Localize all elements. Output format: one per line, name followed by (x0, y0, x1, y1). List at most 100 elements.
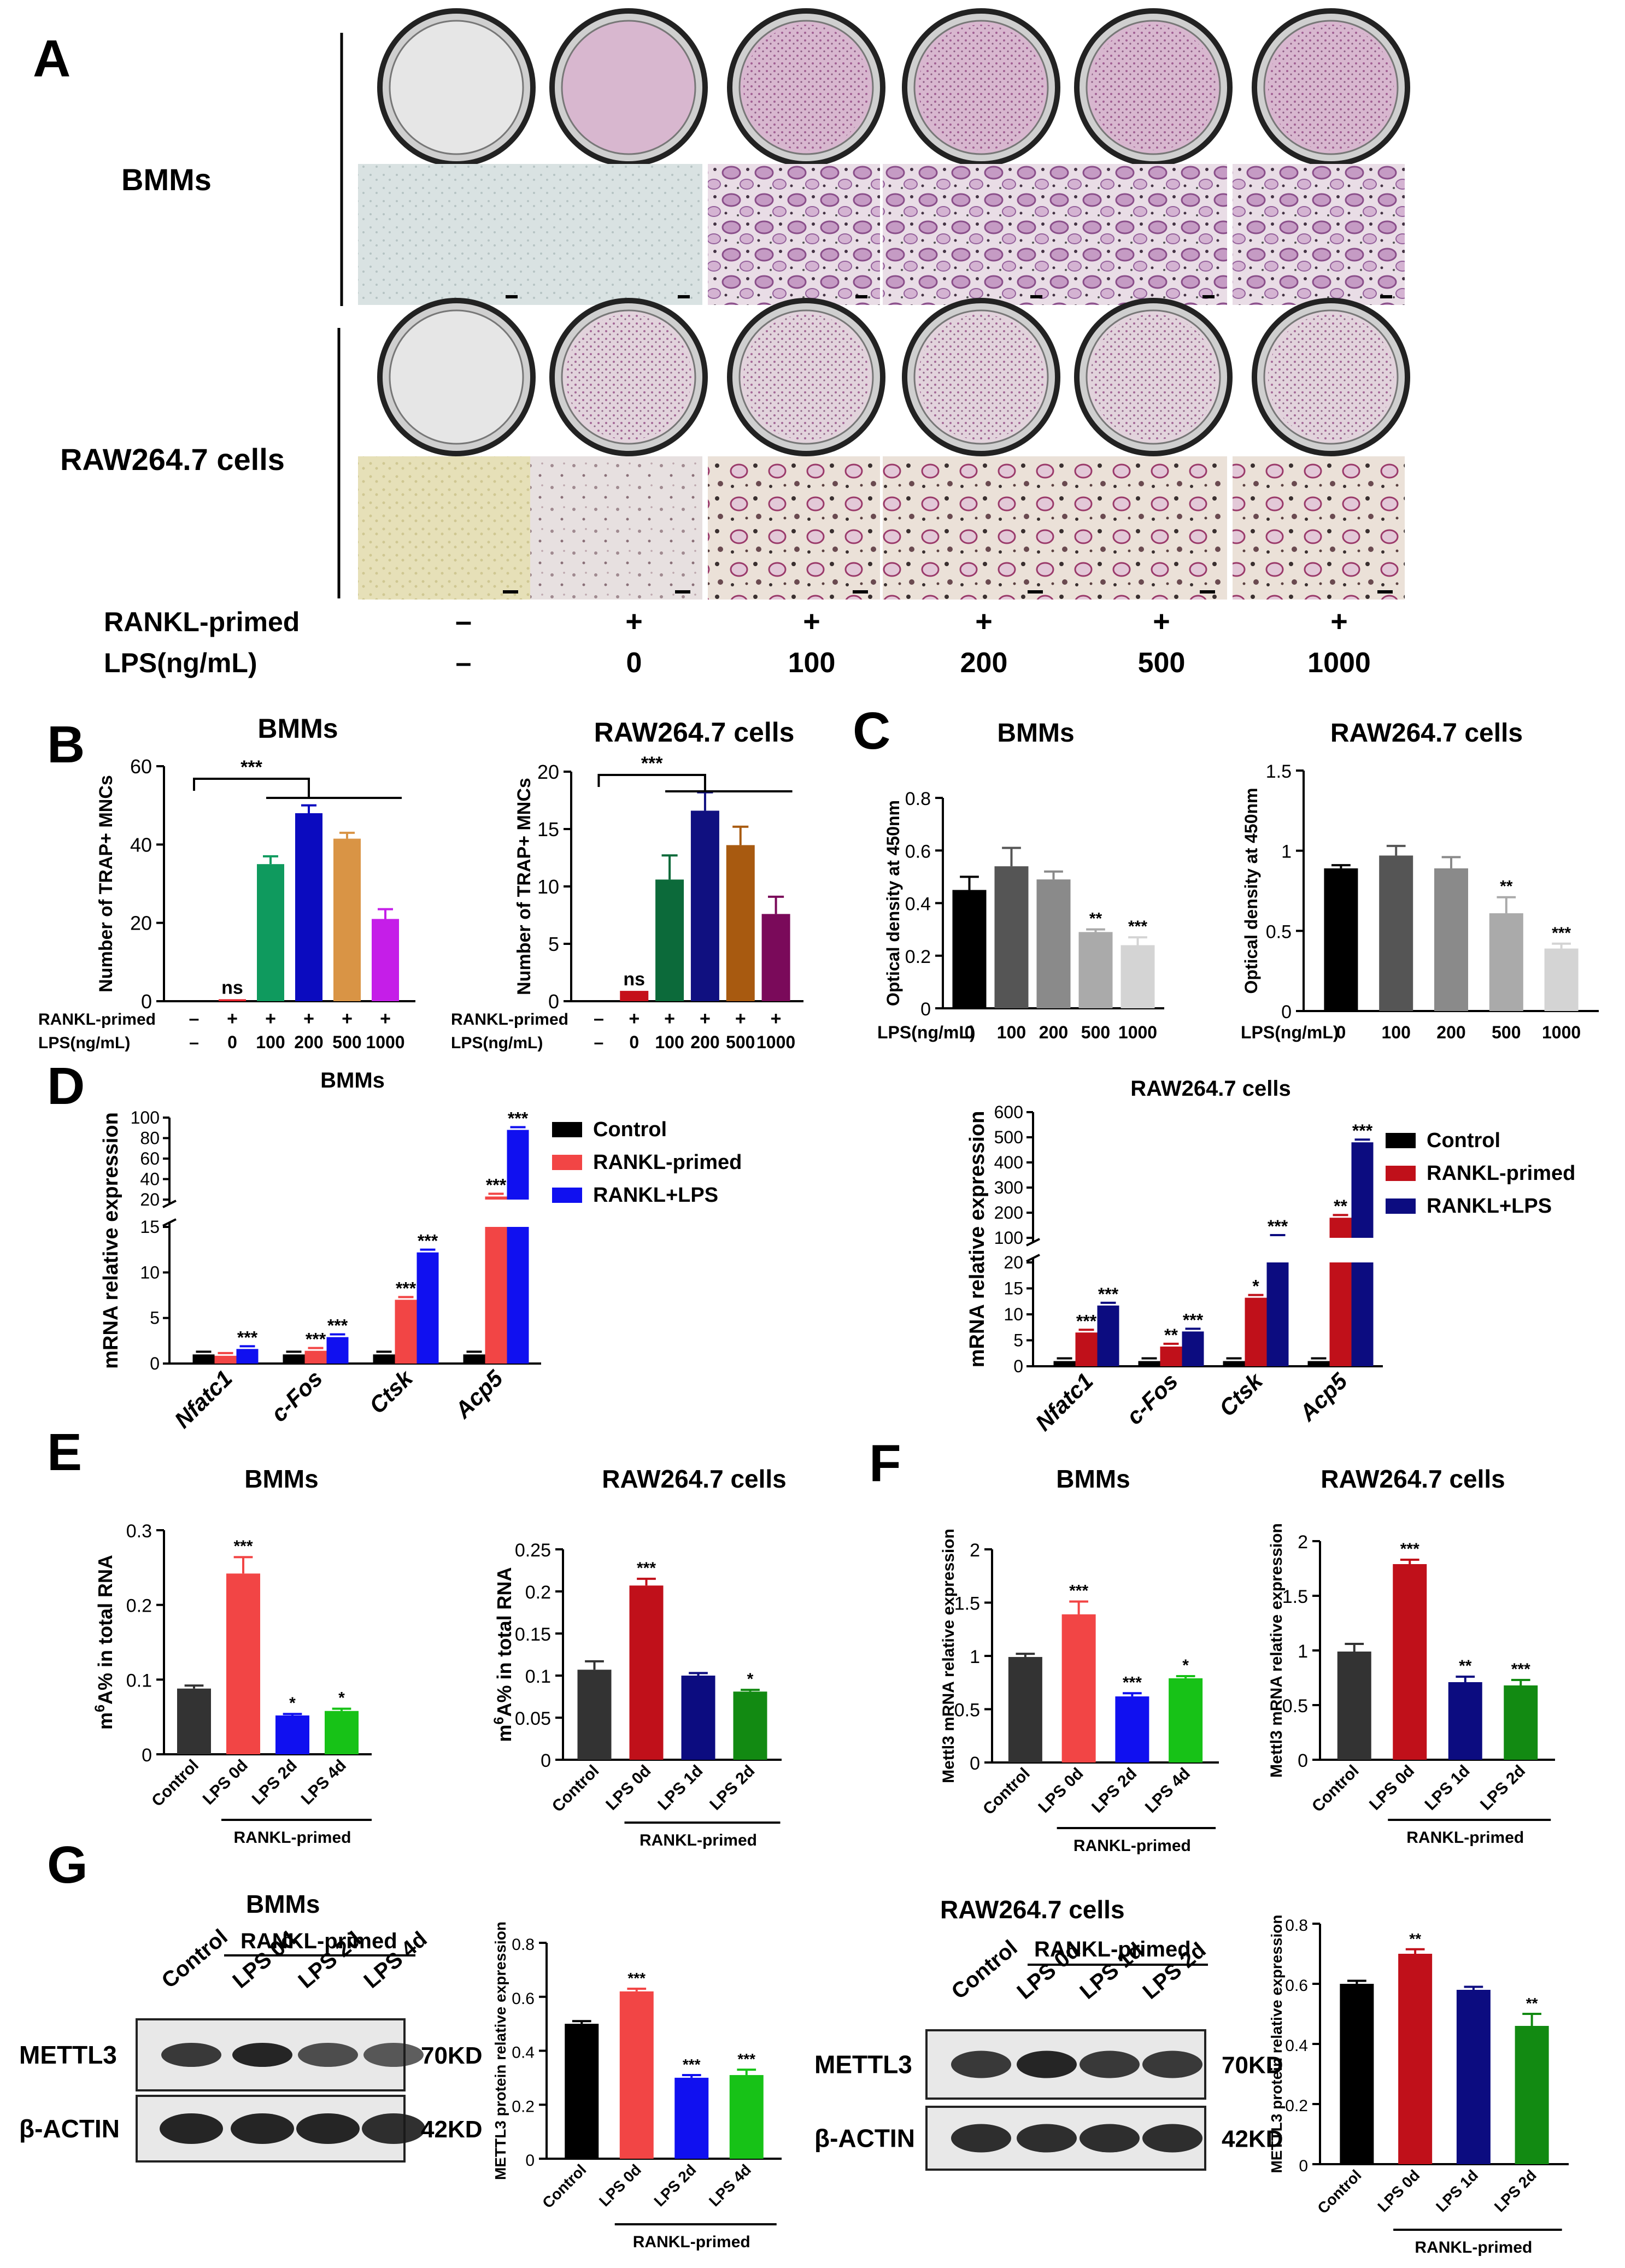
chart-title: RAW264.7 cells (1321, 1465, 1505, 1493)
bar (295, 813, 322, 1001)
bar (1138, 1361, 1160, 1366)
y-tick-label: 1 (1281, 842, 1292, 862)
bar (275, 1715, 309, 1754)
bar (1115, 1696, 1149, 1762)
axis-break (1026, 1238, 1040, 1247)
chart-title: BMMs (320, 1068, 385, 1092)
rankl-mark: – (455, 605, 472, 638)
significance-mark: *** (637, 1559, 656, 1577)
y-tick-label: 0 (1298, 1750, 1308, 1771)
bar (1223, 1361, 1245, 1366)
x-category-label: LPS 4d (706, 2161, 754, 2210)
x-category-label: LPS 2d (706, 1762, 758, 1814)
y-tick-label: 20 (140, 1190, 160, 1209)
y-tick-label: 0 (970, 1753, 980, 1774)
significance-mark: *** (240, 757, 262, 778)
bar (577, 1670, 612, 1760)
y-tick-label: 0 (142, 1745, 152, 1766)
protein-band (363, 2043, 424, 2067)
y-tick-label: 1.5 (954, 1594, 980, 1614)
x-category-label: LPS 4d (298, 1756, 350, 1808)
significance-mark: ** (1500, 878, 1513, 896)
bar (1097, 1305, 1119, 1366)
rankl-mark: + (265, 1008, 276, 1029)
lps-mark: – (189, 1032, 199, 1052)
bar (681, 1676, 715, 1760)
legend-label: RANKL-primed (593, 1151, 742, 1174)
trap-stain-dots (743, 25, 869, 150)
significance-mark: *** (627, 1970, 646, 1987)
x-category-label: Control (1309, 1762, 1363, 1816)
rankl-primed-label: RANKL-primed (104, 607, 300, 637)
rankl-mark: + (1153, 605, 1170, 638)
protein-band (951, 2124, 1011, 2153)
lps-mark: 0 (227, 1032, 237, 1052)
y-axis-label: Number of TRAP+ MNCs (96, 775, 116, 992)
bar (192, 1354, 215, 1364)
scale-bar (1377, 590, 1393, 594)
chart-title: BMMs (257, 713, 338, 744)
protein-label: β-ACTIN (19, 2114, 120, 2143)
significance-mark: ** (1334, 1196, 1347, 1216)
x-category-label: Ctsk (364, 1364, 418, 1418)
chart-F2: RAW264.7 cells 0 0.5 1 1.5 2 Mettl3 mRNA relat… (1268, 1465, 1555, 1847)
y-tick-label: 0.5 (1282, 1696, 1308, 1717)
lps-mark: 0 (965, 1023, 975, 1042)
y-axis-label: Optical density at 450nm (883, 800, 903, 1006)
y-axis-label: Optical density at 450nm (1241, 788, 1261, 994)
chart-D2: RAW264.7 cells 0 5 10 15 20 100 200 300 400 500 600… (966, 1077, 1575, 1436)
significance-mark: *** (396, 1278, 416, 1298)
y-tick-label: 300 (994, 1178, 1023, 1197)
bar (226, 1573, 260, 1754)
scale-bar (503, 590, 518, 594)
lps-mark: 500 (1081, 1023, 1110, 1042)
y-tick-label: 0.1 (525, 1666, 551, 1687)
x-category-label: c-Fos (266, 1365, 327, 1426)
panel-letter-g: G (47, 1836, 88, 1894)
protein-band (296, 2113, 360, 2144)
lps-value: – (456, 647, 472, 679)
bar (1544, 948, 1579, 1011)
scale-bar (1030, 295, 1042, 298)
y-tick-label: 0.6 (905, 841, 931, 862)
y-tick-label: 0.8 (905, 789, 931, 809)
significance-mark: *** (1183, 1310, 1204, 1330)
y-tick-label: 80 (140, 1129, 160, 1148)
y-axis-label: mRNA relative expression (99, 1112, 122, 1369)
chart-title: BMMs (997, 719, 1074, 748)
bar (1456, 1990, 1491, 2164)
bar (1078, 932, 1113, 1008)
bar (1266, 1262, 1289, 1366)
lps-mark: 100 (655, 1032, 684, 1052)
y-tick-label: 5 (150, 1308, 160, 1328)
significance-mark: *** (683, 2056, 701, 2073)
bar (485, 1227, 507, 1364)
y-tick-label: 40 (140, 1170, 160, 1189)
group-label: RANKL-primed (640, 1831, 757, 1849)
row-label-raw: RAW264.7 cells (60, 442, 285, 477)
significance-mark: *** (237, 1327, 258, 1347)
group-label: RANKL-primed (234, 1829, 351, 1847)
rankl-mark: + (227, 1008, 238, 1029)
scale-bar (506, 295, 518, 298)
trap-stain-dots (918, 314, 1044, 440)
y-tick-label: 0.6 (1285, 1977, 1308, 1995)
y-axis-label: METTL3 protein relative expression (1268, 1914, 1285, 2173)
significance-mark: *** (233, 1537, 253, 1555)
legend-swatch (552, 1122, 582, 1137)
lps-mark: 100 (256, 1032, 285, 1052)
micrograph-raw (358, 456, 530, 600)
bar-upper (1351, 1142, 1374, 1238)
band-size-label: 42KD (1222, 2126, 1283, 2153)
protein-band (231, 2113, 294, 2144)
micrograph-raw (883, 456, 1055, 600)
bar (1340, 1984, 1374, 2164)
significance-bracket (193, 778, 310, 798)
lps-value: 0 (626, 647, 642, 679)
lps-value: 1000 (1307, 647, 1371, 679)
wb-raw-group-label: RANKL-primed (1034, 1937, 1191, 1961)
